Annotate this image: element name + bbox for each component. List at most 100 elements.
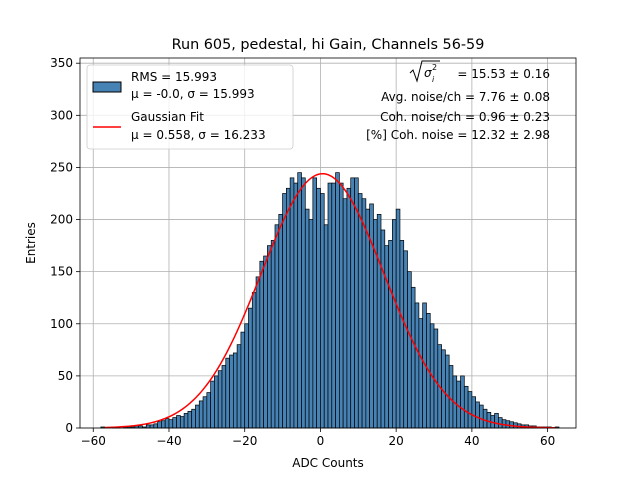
histogram-bar bbox=[259, 260, 264, 429]
y-tick-label: 0 bbox=[65, 421, 73, 435]
histogram-bar bbox=[282, 193, 287, 429]
annotation-coh-noise-percent: [%] Coh. noise = 12.32 ± 2.98 bbox=[366, 128, 550, 142]
histogram-bar bbox=[399, 240, 405, 429]
histogram-bar bbox=[395, 208, 401, 429]
x-tick-label: 60 bbox=[540, 434, 555, 448]
histogram-bar bbox=[248, 307, 253, 429]
histogram-bar bbox=[183, 413, 189, 429]
histogram-bar bbox=[240, 331, 246, 429]
histogram-bar bbox=[195, 404, 200, 429]
histogram-bar bbox=[323, 224, 329, 429]
y-tick-label: 250 bbox=[50, 160, 73, 174]
legend-rms-line1: RMS = 15.993 bbox=[131, 70, 217, 84]
histogram-bar bbox=[339, 182, 344, 429]
histogram-bar bbox=[293, 182, 299, 429]
histogram-bar bbox=[479, 404, 484, 429]
histogram-bar bbox=[304, 208, 310, 429]
annotation-coh-noise: Coh. noise/ch = 0.96 ± 0.23 bbox=[380, 110, 550, 124]
y-tick-label: 50 bbox=[58, 369, 73, 383]
legend-box bbox=[86, 64, 294, 150]
histogram-bar bbox=[342, 198, 348, 429]
histogram-bar bbox=[225, 357, 230, 429]
x-tick-label: 20 bbox=[389, 434, 404, 448]
chart-title: Run 605, pedestal, hi Gain, Channels 56-… bbox=[172, 37, 485, 53]
histogram-bar bbox=[198, 400, 204, 429]
histogram-bar bbox=[251, 292, 257, 429]
histogram-bar bbox=[357, 193, 363, 429]
sigma-superscript-2: 2 bbox=[432, 63, 437, 72]
histogram-bar bbox=[471, 396, 477, 429]
histogram-bar bbox=[217, 370, 223, 429]
histogram-bar bbox=[274, 224, 280, 429]
histogram-bar bbox=[229, 354, 234, 429]
histogram-bar bbox=[482, 408, 488, 429]
x-tick-label: −60 bbox=[81, 434, 106, 448]
histogram-bar bbox=[354, 177, 359, 429]
x-axis-label: ADC Counts bbox=[292, 456, 364, 470]
legend-fit-line2: μ = 0.558, σ = 16.233 bbox=[131, 128, 266, 142]
histogram-bar bbox=[289, 177, 295, 429]
histogram-bar bbox=[202, 396, 208, 429]
histogram-bar bbox=[498, 417, 503, 429]
histogram-bar bbox=[172, 417, 177, 429]
y-tick-label: 200 bbox=[50, 213, 73, 227]
legend-fit-line1: Gaussian Fit bbox=[131, 110, 204, 124]
histogram-bar bbox=[286, 187, 291, 429]
legend-patch-rms bbox=[92, 81, 122, 93]
histogram-bar bbox=[384, 245, 389, 429]
histogram-bar bbox=[467, 391, 473, 429]
histogram-bar bbox=[263, 255, 268, 429]
histogram-bar bbox=[161, 420, 166, 429]
histogram-bar bbox=[410, 286, 416, 429]
histogram-bar bbox=[145, 424, 151, 429]
histogram-bar bbox=[392, 219, 397, 429]
histogram-bar bbox=[164, 418, 170, 429]
annotation-avg-noise: Avg. noise/ch = 7.76 ± 0.08 bbox=[381, 90, 550, 104]
histogram-bar bbox=[505, 420, 511, 429]
sigma-subscript-i: i bbox=[432, 75, 435, 84]
histogram-bar bbox=[278, 213, 283, 429]
histogram-bar bbox=[320, 193, 325, 429]
sqrt-symbol bbox=[409, 60, 440, 83]
histogram-bar bbox=[255, 276, 261, 429]
histogram-bar bbox=[316, 187, 321, 429]
x-axis-ticks: −60 −40 −20 0 20 40 60 bbox=[81, 428, 555, 448]
annotation-sigma-value: = 15.53 ± 0.16 bbox=[457, 67, 550, 81]
histogram-bar bbox=[176, 415, 181, 429]
x-tick-label: 0 bbox=[317, 434, 325, 448]
histogram-bar bbox=[149, 424, 155, 429]
histogram-bar bbox=[270, 240, 276, 429]
histogram-bar bbox=[445, 354, 450, 429]
histogram-bar bbox=[191, 408, 196, 429]
y-tick-label: 300 bbox=[50, 108, 73, 122]
histogram-bar bbox=[244, 323, 249, 429]
y-tick-label: 150 bbox=[50, 265, 73, 279]
histogram-bar bbox=[335, 172, 340, 429]
histogram-bar bbox=[331, 182, 336, 429]
plot-frame bbox=[79, 57, 577, 429]
histogram-bar bbox=[486, 412, 492, 429]
histogram-bar bbox=[414, 302, 420, 429]
histogram-bar bbox=[179, 416, 185, 429]
histogram-bar bbox=[301, 177, 306, 429]
y-axis-ticks: 0 50 100 150 200 250 300 350 bbox=[50, 56, 80, 435]
x-tick-label: −20 bbox=[232, 434, 257, 448]
histogram-bar bbox=[403, 250, 408, 429]
histogram-bar bbox=[494, 413, 499, 429]
histogram-bar bbox=[407, 271, 412, 429]
histogram-bar bbox=[380, 229, 386, 429]
histogram-bar bbox=[232, 352, 238, 429]
legend: RMS = 15.993 μ = -0.0, σ = 15.993 Gaussi… bbox=[86, 64, 294, 150]
histogram-bar bbox=[168, 419, 174, 429]
histogram-bar bbox=[388, 240, 393, 429]
histogram-bar bbox=[475, 401, 480, 429]
histogram-bar bbox=[210, 380, 215, 429]
gaussian-fit-line bbox=[104, 172, 556, 429]
noise-annotations: σ i 2 = 15.53 ± 0.16 Avg. noise/ch = 7.7… bbox=[366, 60, 550, 142]
x-tick-label: −40 bbox=[156, 434, 181, 448]
histogram-bar bbox=[308, 219, 314, 429]
histogram-bar bbox=[312, 177, 317, 429]
sigma-symbol: σ bbox=[424, 66, 432, 80]
histogram-bar bbox=[297, 172, 302, 429]
histogram-bar bbox=[157, 421, 162, 429]
